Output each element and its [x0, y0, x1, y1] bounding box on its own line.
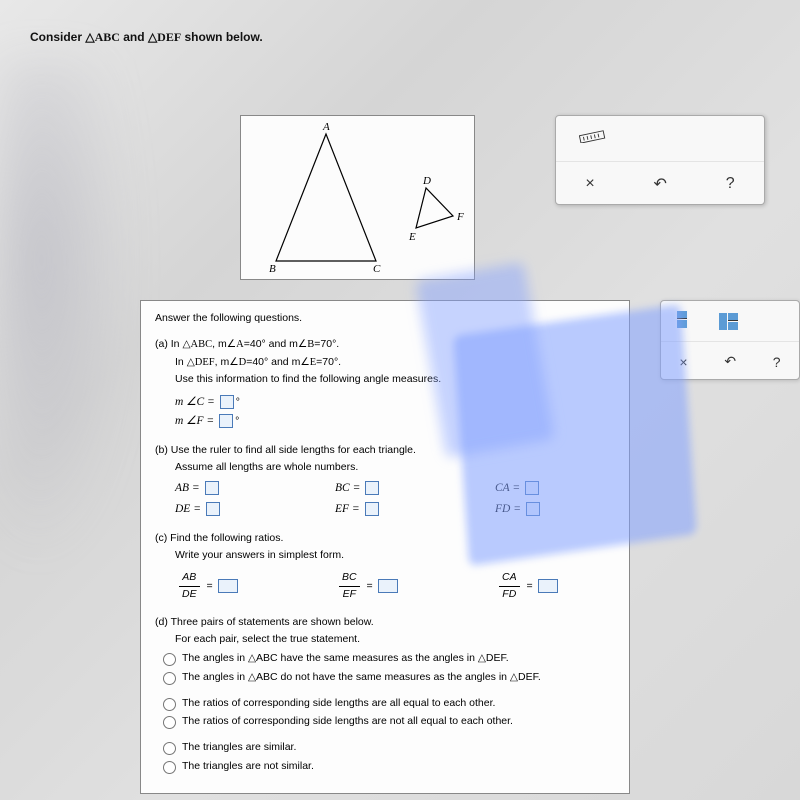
svg-text:A: A — [322, 121, 330, 133]
svg-text:C: C — [373, 263, 381, 275]
svg-text:E: E — [408, 231, 416, 243]
help-button-2[interactable]: ? — [773, 354, 781, 370]
input-ab[interactable] — [205, 481, 219, 495]
part-a: (a) In △ABC, m∠A=40° and m∠B=70°. In △DE… — [155, 337, 615, 431]
radio-d-s5[interactable] — [163, 742, 176, 755]
tool-panel: × ↶ ? — [555, 115, 765, 205]
ruler-icon[interactable] — [579, 129, 607, 148]
input-bc[interactable] — [365, 481, 379, 495]
svg-text:F: F — [456, 211, 464, 223]
input-de[interactable] — [206, 502, 220, 516]
background-blur — [0, 60, 130, 560]
undo-button-2[interactable]: ↶ — [724, 353, 736, 370]
radio-d-s2[interactable] — [163, 672, 176, 685]
input-ef[interactable] — [365, 502, 379, 516]
radio-d-s1[interactable] — [163, 653, 176, 666]
input-ratio-1[interactable] — [218, 579, 238, 593]
triangles-svg: A B C D E F — [241, 116, 476, 281]
svg-text:B: B — [269, 263, 276, 275]
answer-heading: Answer the following questions. — [155, 311, 615, 327]
problem-title: Consider △ABC and △DEF shown below. — [30, 30, 263, 45]
triangle-figure: A B C D E F — [240, 115, 475, 280]
svg-text:D: D — [422, 175, 431, 187]
side-panel: × ↶ ? — [660, 300, 800, 380]
input-ca[interactable] — [525, 481, 539, 495]
input-angle-c[interactable] — [220, 395, 234, 409]
input-fd[interactable] — [526, 502, 540, 516]
input-angle-f[interactable] — [219, 414, 233, 428]
part-b: (b) Use the ruler to find all side lengt… — [155, 443, 615, 519]
input-ratio-3[interactable] — [538, 579, 558, 593]
radio-d-s4[interactable] — [163, 716, 176, 729]
input-ratio-2[interactable] — [378, 579, 398, 593]
fraction-icon[interactable] — [677, 311, 687, 331]
radio-d-s6[interactable] — [163, 761, 176, 774]
answer-box: Answer the following questions. (a) In △… — [140, 300, 630, 794]
part-d: (d) Three pairs of statements are shown … — [155, 615, 615, 775]
help-button[interactable]: ? — [726, 175, 735, 193]
close-button-2[interactable]: × — [679, 354, 687, 370]
undo-button[interactable]: ↶ — [654, 174, 667, 194]
radio-d-s3[interactable] — [163, 698, 176, 711]
close-button[interactable]: × — [585, 175, 594, 193]
part-c: (c) Find the following ratios. Write you… — [155, 531, 615, 603]
mixed-fraction-icon[interactable] — [719, 312, 738, 330]
